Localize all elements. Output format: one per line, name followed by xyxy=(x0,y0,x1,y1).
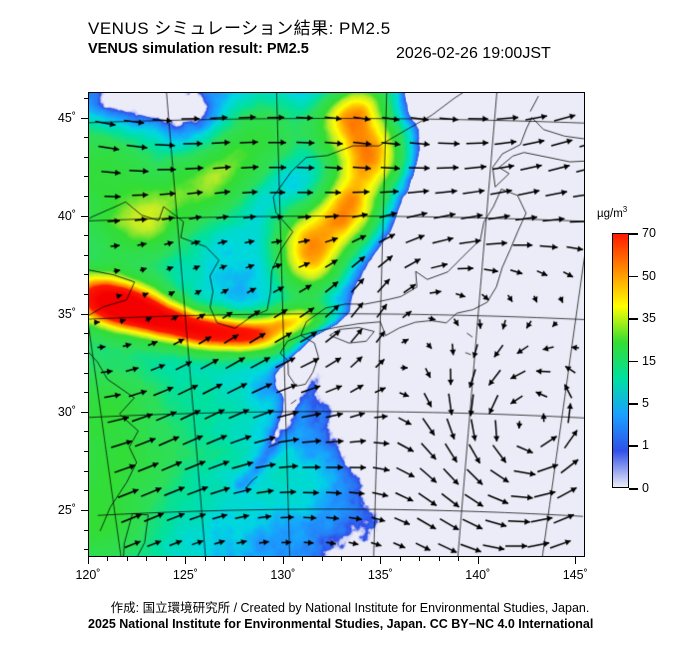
colorbar-tick xyxy=(629,360,638,363)
x-tick-minor xyxy=(438,557,440,561)
map-plot-area xyxy=(88,92,585,557)
y-tick-minor xyxy=(84,137,88,139)
x-tick-minor xyxy=(107,557,109,561)
y-tick-minor xyxy=(84,235,88,237)
colorbar-tick-label: 1 xyxy=(642,438,649,453)
y-tick-minor xyxy=(84,372,88,374)
y-tick-major xyxy=(81,509,88,511)
y-tick-minor xyxy=(84,490,88,492)
credit-line-license: 2025 National Institute for Environmenta… xyxy=(88,617,594,631)
timestamp-label: 2026-02-26 19:00JST xyxy=(396,45,551,62)
colorbar-tick xyxy=(629,317,638,320)
x-tick-minor xyxy=(146,557,148,561)
y-tick-minor xyxy=(84,392,88,394)
colorbar-tick xyxy=(629,445,638,448)
y-tick-minor xyxy=(84,274,88,276)
y-tick-minor xyxy=(84,97,88,99)
page-title-japanese: VENUS シミュレーション結果: PM2.5 xyxy=(88,19,391,38)
x-tick-minor xyxy=(126,557,128,561)
x-axis-label: 135˚ xyxy=(367,568,393,582)
x-tick-minor xyxy=(458,557,460,561)
x-axis-label: 125˚ xyxy=(172,568,198,582)
y-tick-major xyxy=(81,411,88,413)
y-tick-minor xyxy=(84,333,88,335)
x-tick-major xyxy=(88,557,89,564)
x-tick-minor xyxy=(263,557,265,561)
colorbar-unit-label: µg/m3 xyxy=(597,205,627,220)
x-tick-minor xyxy=(360,557,362,561)
y-axis-label: 35˚ xyxy=(57,306,76,321)
x-tick-minor xyxy=(419,557,421,561)
colorbar xyxy=(612,233,629,488)
x-axis-label: 145˚ xyxy=(562,568,588,582)
y-tick-major xyxy=(81,215,88,217)
y-tick-major xyxy=(81,117,88,119)
y-tick-minor xyxy=(84,156,88,158)
y-tick-minor xyxy=(84,431,88,433)
colorbar-tick-label: 50 xyxy=(642,268,656,283)
y-tick-minor xyxy=(84,352,88,354)
x-tick-minor xyxy=(204,557,206,561)
colorbar-tick-label: 70 xyxy=(642,226,656,240)
colorbar-unit-exponent: 3 xyxy=(622,205,628,214)
colorbar-unit-prefix: µg/m xyxy=(597,207,623,220)
colorbar-tick-label: 5 xyxy=(642,396,649,410)
x-tick-major xyxy=(477,557,479,564)
colorbar-tick-label: 35 xyxy=(642,310,656,325)
colorbar-tick xyxy=(629,403,638,405)
y-axis-label: 45˚ xyxy=(57,110,76,125)
y-tick-minor xyxy=(84,470,88,472)
x-tick-minor xyxy=(321,557,323,561)
page-title-english: VENUS simulation result: PM2.5 xyxy=(88,41,309,57)
y-tick-minor xyxy=(84,294,88,296)
y-tick-minor xyxy=(84,549,88,551)
x-tick-minor xyxy=(341,557,343,561)
x-tick-minor xyxy=(224,557,226,561)
colorbar-gradient xyxy=(613,234,628,487)
y-tick-minor xyxy=(84,254,88,256)
x-tick-major xyxy=(575,557,577,564)
x-tick-major xyxy=(282,557,284,564)
credit-line-primary: 作成: 国立環境研究所 / Created by National Instit… xyxy=(110,601,590,615)
x-tick-minor xyxy=(165,557,167,561)
colorbar-tick xyxy=(629,233,638,235)
y-tick-minor xyxy=(84,176,88,178)
pm25-concentration-heatmap xyxy=(89,93,584,556)
y-tick-minor xyxy=(84,195,88,197)
colorbar-tick-label: 0 xyxy=(642,481,649,495)
y-tick-minor xyxy=(84,529,88,531)
x-tick-minor xyxy=(243,557,245,561)
x-axis-label: 120˚ xyxy=(75,568,101,582)
x-tick-minor xyxy=(302,557,304,561)
y-tick-minor xyxy=(84,451,88,453)
y-tick-major xyxy=(81,313,88,315)
colorbar-tick xyxy=(629,275,638,278)
y-axis-label: 25˚ xyxy=(57,502,76,517)
x-tick-minor xyxy=(399,557,401,561)
x-tick-major xyxy=(380,557,382,564)
y-axis-label: 30˚ xyxy=(57,404,76,419)
colorbar-tick xyxy=(629,488,638,490)
colorbar-tick-label: 15 xyxy=(642,353,656,368)
x-axis-label: 140˚ xyxy=(465,568,491,582)
y-axis-label: 40˚ xyxy=(57,208,76,223)
x-tick-major xyxy=(185,557,187,564)
x-axis-label: 130˚ xyxy=(270,568,296,582)
